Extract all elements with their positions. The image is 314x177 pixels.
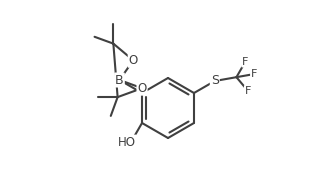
Text: O: O [138, 82, 147, 95]
Text: S: S [211, 75, 219, 87]
Text: F: F [251, 69, 257, 79]
Text: O: O [129, 54, 138, 67]
Text: F: F [242, 57, 249, 67]
Text: B: B [115, 73, 124, 87]
Text: F: F [245, 86, 251, 96]
Text: HO: HO [118, 136, 136, 149]
